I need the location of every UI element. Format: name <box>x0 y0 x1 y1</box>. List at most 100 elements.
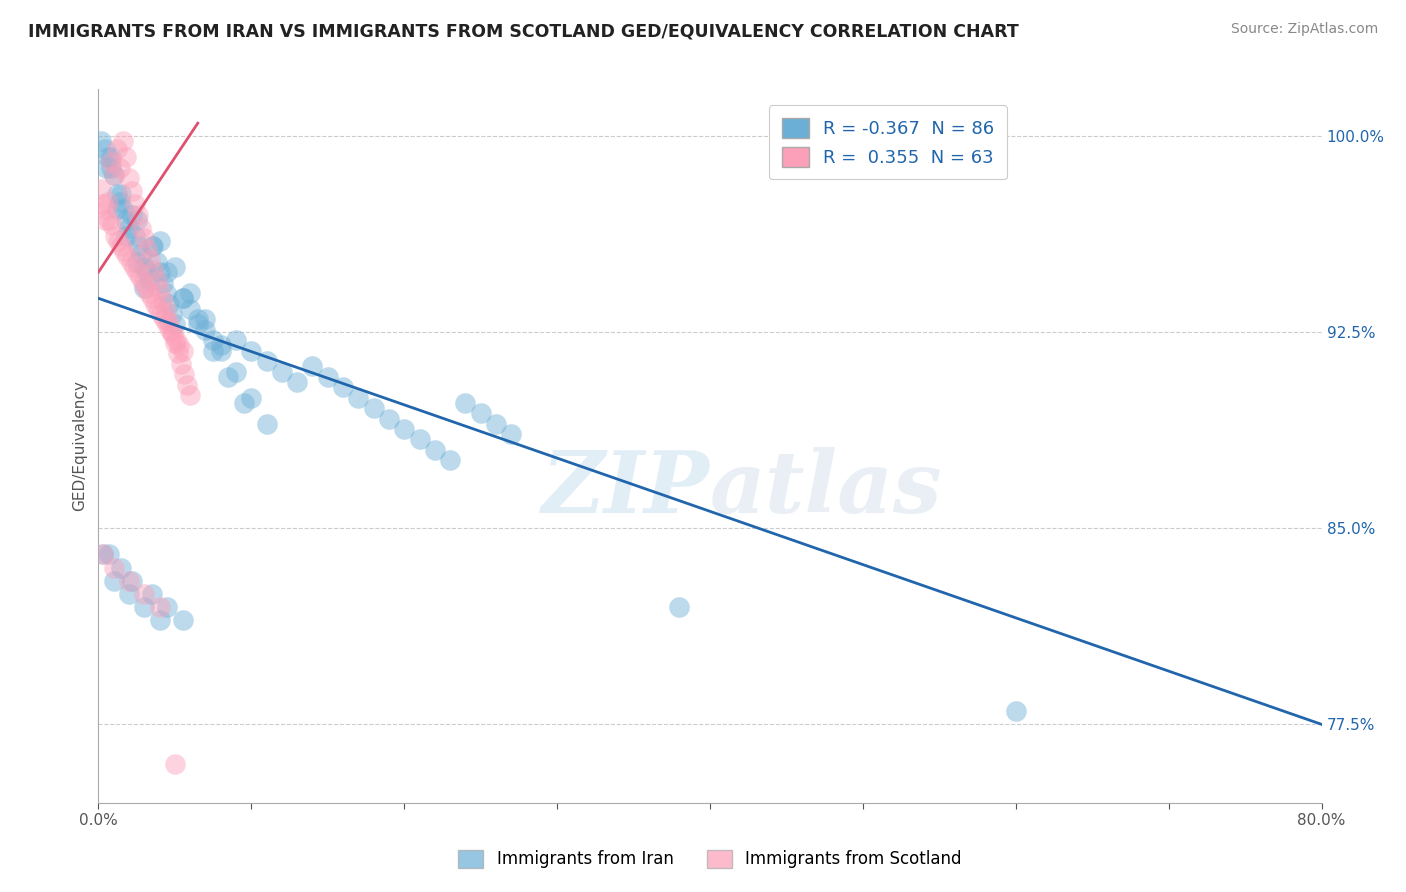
Point <box>454 396 477 410</box>
Point <box>110 560 132 574</box>
Point <box>485 417 508 431</box>
Point <box>423 442 446 457</box>
Point <box>139 273 162 287</box>
Point <box>169 338 191 352</box>
Point <box>145 273 167 287</box>
Point <box>172 291 194 305</box>
Point <box>160 307 183 321</box>
Point <box>157 315 180 329</box>
Point <box>363 401 385 416</box>
Point <box>134 231 156 245</box>
Point <box>141 291 163 305</box>
Point <box>156 265 179 279</box>
Point <box>94 202 117 217</box>
Point <box>668 599 690 614</box>
Point <box>232 396 254 410</box>
Text: IMMIGRANTS FROM IRAN VS IMMIGRANTS FROM SCOTLAND GED/EQUIVALENCY CORRELATION CHA: IMMIGRANTS FROM IRAN VS IMMIGRANTS FROM … <box>28 22 1019 40</box>
Point <box>163 260 186 274</box>
Point <box>118 574 141 588</box>
Point <box>1004 704 1026 718</box>
Point <box>134 281 156 295</box>
Point <box>160 326 183 340</box>
Point <box>187 318 209 332</box>
Point <box>121 208 143 222</box>
Point <box>225 333 247 347</box>
Point <box>172 613 194 627</box>
Point <box>142 239 165 253</box>
Point <box>112 244 135 259</box>
Point <box>125 254 148 268</box>
Point <box>142 262 165 277</box>
Point <box>138 286 160 301</box>
Point <box>105 186 128 201</box>
Point <box>141 587 163 601</box>
Point <box>256 354 278 368</box>
Y-axis label: GED/Equivalency: GED/Equivalency <box>72 381 87 511</box>
Text: atlas: atlas <box>710 447 942 531</box>
Point <box>501 427 523 442</box>
Point <box>149 613 172 627</box>
Point <box>100 150 122 164</box>
Point <box>134 260 156 274</box>
Point <box>163 335 186 350</box>
Point <box>108 194 131 209</box>
Point <box>163 318 186 332</box>
Point <box>103 574 125 588</box>
Point <box>97 150 120 164</box>
Point <box>179 286 201 301</box>
Point <box>94 161 117 175</box>
Point <box>135 281 157 295</box>
Point <box>347 391 370 405</box>
Point <box>202 343 225 358</box>
Point <box>392 422 416 436</box>
Point <box>105 202 128 217</box>
Point <box>91 548 114 562</box>
Point <box>125 265 148 279</box>
Point <box>134 599 156 614</box>
Text: ZIP: ZIP <box>543 447 710 531</box>
Point <box>93 142 115 156</box>
Point <box>103 169 125 183</box>
Point <box>141 239 163 253</box>
Point <box>111 202 134 217</box>
Point <box>240 391 263 405</box>
Point <box>155 286 177 301</box>
Point <box>90 135 112 149</box>
Point <box>408 433 430 447</box>
Point <box>101 218 124 232</box>
Point <box>157 296 180 310</box>
Point <box>127 239 149 253</box>
Point <box>110 186 132 201</box>
Point <box>118 220 141 235</box>
Point <box>105 142 128 156</box>
Point <box>146 301 169 316</box>
Point <box>156 318 179 332</box>
Point <box>149 599 172 614</box>
Point <box>110 239 132 253</box>
Point <box>129 247 152 261</box>
Point <box>150 307 173 321</box>
Point <box>91 548 114 562</box>
Point <box>194 323 217 337</box>
Point <box>270 364 292 378</box>
Point <box>115 213 138 227</box>
Point <box>103 560 125 574</box>
Point <box>127 208 149 222</box>
Point <box>108 161 131 175</box>
Point <box>143 296 166 310</box>
Point <box>149 284 172 298</box>
Point <box>90 181 112 195</box>
Point <box>217 369 239 384</box>
Text: Source: ZipAtlas.com: Source: ZipAtlas.com <box>1230 22 1378 37</box>
Point <box>149 234 172 248</box>
Point <box>165 333 187 347</box>
Point <box>209 343 232 358</box>
Point <box>103 169 125 183</box>
Point <box>97 194 120 209</box>
Point <box>134 587 156 601</box>
Point <box>170 357 193 371</box>
Point <box>152 293 174 308</box>
Point <box>173 367 195 381</box>
Point <box>120 254 142 268</box>
Legend: Immigrants from Iran, Immigrants from Scotland: Immigrants from Iran, Immigrants from Sc… <box>450 841 970 877</box>
